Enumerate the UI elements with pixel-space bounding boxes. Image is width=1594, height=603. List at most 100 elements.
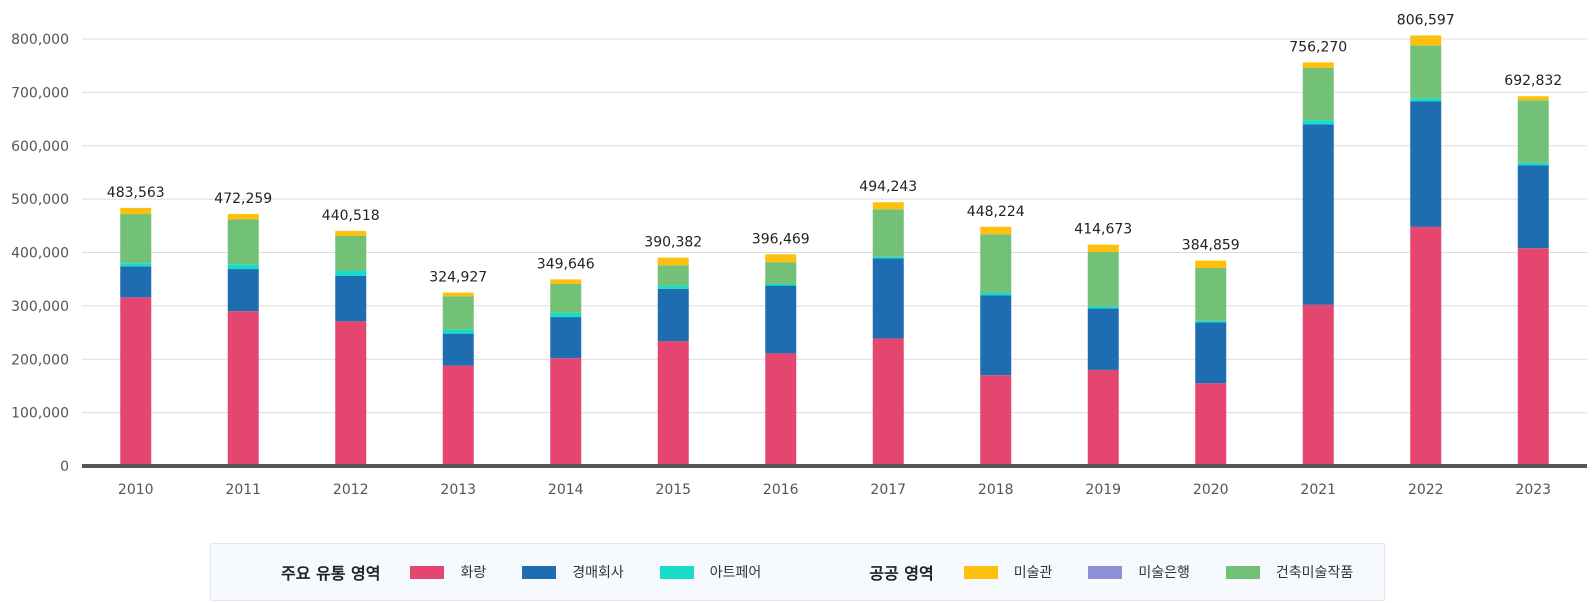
legend-swatch	[1225, 565, 1260, 579]
legend-group-title: 공공 영역	[869, 564, 934, 583]
bar-segment	[120, 297, 152, 466]
y-tick-label: 800,000	[11, 32, 69, 48]
bar-segment	[872, 256, 904, 259]
x-tick-label: 2020	[1193, 482, 1229, 498]
x-tick-label: 2021	[1300, 482, 1336, 498]
y-tick-label: 100,000	[11, 406, 69, 422]
bar-segment	[1195, 260, 1227, 268]
legend-label: 미술은행	[1138, 565, 1190, 581]
bar-segment	[1410, 226, 1442, 466]
bar-segment	[872, 202, 904, 210]
legend-swatch	[1088, 565, 1123, 579]
legend-group-public: 공공 영역 미술관 미술은행 건축미술작품	[869, 560, 1389, 584]
x-tick-label: 2012	[333, 482, 369, 498]
bar-segment	[765, 353, 797, 466]
x-tick-label: 2010	[118, 482, 154, 498]
bar-segment	[872, 258, 904, 339]
legend-item-auction[interactable]: 경매회사	[522, 562, 624, 582]
bar-segment	[1410, 35, 1442, 46]
bar-segment	[1302, 120, 1334, 125]
bar-segment	[765, 283, 797, 286]
bar-segment	[120, 214, 152, 264]
bar-segment	[1410, 98, 1442, 102]
legend-item-gallery[interactable]: 화랑	[410, 562, 486, 582]
bar-segment	[1517, 162, 1549, 166]
bar-segment	[1302, 124, 1334, 305]
x-tick-label: 2019	[1085, 482, 1121, 498]
stacked-bar-chart: 0 100,000 200,000 300,000 400,000 500,000 600,…	[11, 12, 1587, 498]
bar-segment	[980, 226, 1012, 235]
legend-group-title: 주요 유통 영역	[281, 564, 381, 583]
total-label: 806,597	[1397, 12, 1455, 28]
total-label: 414,673	[1074, 222, 1132, 238]
x-tick-label: 2018	[978, 482, 1014, 498]
y-tick-label: 400,000	[11, 246, 69, 262]
x-tick-label: 2017	[870, 482, 906, 498]
bar-segment	[980, 295, 1012, 376]
bar-segment	[227, 264, 259, 270]
bar-segment	[1087, 244, 1119, 252]
bar-segment	[1410, 45, 1442, 99]
legend-item-artfair[interactable]: 아트페어	[659, 562, 761, 582]
total-label: 494,243	[859, 179, 917, 195]
bar-segment	[765, 285, 797, 354]
total-label: 756,270	[1289, 39, 1347, 55]
legend-item-museum[interactable]: 미술관	[963, 562, 1053, 582]
legend-swatch	[659, 565, 694, 579]
bar-segment	[227, 213, 259, 220]
bar-segment	[1302, 67, 1334, 121]
y-tick-label: 300,000	[11, 299, 69, 315]
bar-segment	[227, 219, 259, 265]
bar-segment	[1087, 251, 1119, 307]
bar-segment	[1302, 62, 1334, 68]
total-label: 472,259	[214, 191, 272, 207]
legend-swatch	[522, 565, 557, 579]
bar-segment	[550, 312, 582, 318]
total-label: 483,563	[107, 185, 165, 201]
chart-legend: 주요 유통 영역 화랑 경매회사 아트페어 공공 영역 미술관 미술은행 건축미…	[210, 543, 1385, 601]
bar-segment	[550, 283, 582, 313]
legend-item-architecture-art[interactable]: 건축미술작품	[1225, 562, 1354, 582]
bar-segment	[980, 292, 1012, 296]
bar-segment	[657, 288, 689, 342]
bar-segment	[1410, 101, 1442, 227]
legend-group-distribution: 주요 유통 영역 화랑 경매회사 아트페어	[281, 560, 797, 584]
bar-segment	[227, 269, 259, 312]
x-tick-label: 2015	[655, 482, 691, 498]
bar-segment	[657, 265, 689, 286]
bar-segment	[442, 333, 474, 366]
y-tick-label: 600,000	[11, 139, 69, 155]
bar-segment	[335, 321, 367, 466]
legend-swatch	[410, 565, 445, 579]
legend-label: 건축미술작품	[1275, 565, 1354, 581]
bar-segment	[335, 270, 367, 276]
bar-segment	[1517, 96, 1549, 101]
x-tick-label: 2023	[1515, 482, 1551, 498]
y-tick-label: 700,000	[11, 85, 69, 101]
bar-segment	[1195, 267, 1227, 321]
bar-segment	[120, 263, 152, 267]
legend-item-artbank[interactable]: 미술은행	[1088, 562, 1190, 582]
legend-label: 미술관	[1013, 565, 1053, 581]
bar-segment	[1195, 383, 1227, 466]
bar-segment	[442, 296, 474, 330]
bar-segment	[1087, 306, 1119, 309]
bar-segment	[657, 285, 689, 289]
y-tick-label: 0	[60, 459, 69, 475]
bar-segment	[550, 317, 582, 359]
x-tick-label: 2014	[548, 482, 584, 498]
legend-swatch	[963, 565, 998, 579]
bar-segment	[1302, 304, 1334, 466]
x-tick-label: 2013	[440, 482, 476, 498]
bar-segment	[120, 207, 152, 215]
bar-segment	[335, 275, 367, 322]
total-label: 324,927	[429, 270, 487, 286]
legend-label: 경매회사	[572, 565, 624, 581]
x-tick-label: 2022	[1408, 482, 1444, 498]
total-label: 692,832	[1504, 73, 1562, 89]
bar-segment	[120, 266, 152, 298]
bar-segment	[1087, 369, 1119, 466]
total-label: 396,469	[752, 231, 810, 247]
bar-segment	[657, 257, 689, 266]
total-label: 349,646	[537, 256, 595, 272]
